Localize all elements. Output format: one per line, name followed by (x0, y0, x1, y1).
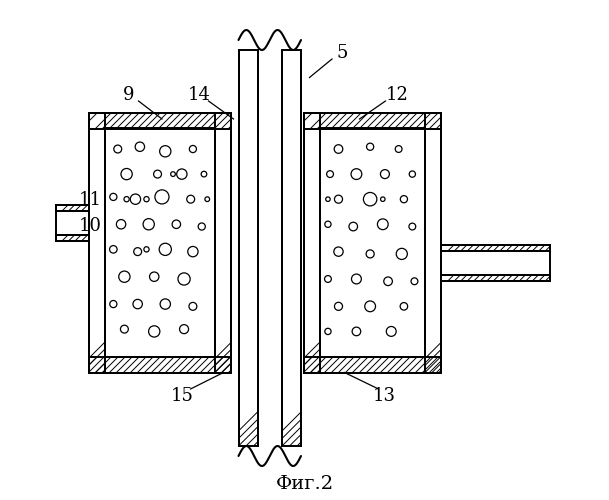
Circle shape (133, 300, 143, 309)
Circle shape (110, 300, 117, 308)
Circle shape (189, 302, 197, 310)
Circle shape (116, 220, 126, 229)
Circle shape (144, 246, 149, 252)
Circle shape (171, 172, 175, 176)
Circle shape (400, 302, 407, 310)
Circle shape (124, 196, 129, 202)
Circle shape (325, 221, 331, 228)
Bar (88, 112, 105, 372)
Circle shape (134, 248, 142, 256)
Circle shape (187, 195, 195, 203)
Circle shape (188, 246, 198, 257)
Bar (441, 246, 549, 252)
Circle shape (409, 223, 416, 230)
Circle shape (325, 328, 331, 334)
Circle shape (367, 143, 374, 150)
Circle shape (351, 274, 361, 284)
Circle shape (381, 170, 389, 178)
Circle shape (325, 276, 331, 282)
Polygon shape (441, 252, 549, 276)
Bar (303, 356, 441, 372)
Circle shape (198, 223, 205, 230)
Circle shape (121, 168, 132, 179)
Circle shape (159, 243, 171, 256)
Polygon shape (55, 205, 96, 241)
Circle shape (201, 172, 207, 177)
Circle shape (334, 247, 343, 256)
Text: 12: 12 (385, 86, 409, 104)
Text: 10: 10 (79, 217, 102, 235)
Circle shape (334, 144, 343, 154)
Circle shape (395, 146, 402, 152)
Circle shape (411, 278, 418, 284)
Circle shape (409, 171, 415, 177)
Bar (303, 112, 320, 372)
Circle shape (378, 219, 388, 230)
Circle shape (326, 197, 330, 202)
Circle shape (172, 220, 180, 228)
Bar (320, 128, 425, 356)
Circle shape (352, 327, 361, 336)
Text: 15: 15 (171, 387, 194, 405)
Polygon shape (55, 211, 88, 235)
Circle shape (364, 192, 377, 206)
Circle shape (178, 273, 190, 285)
Circle shape (189, 146, 197, 152)
Text: 14: 14 (188, 86, 211, 104)
Circle shape (381, 197, 385, 202)
Circle shape (143, 218, 154, 230)
Circle shape (119, 271, 130, 282)
Circle shape (160, 299, 171, 309)
Circle shape (326, 170, 334, 177)
Text: 9: 9 (123, 86, 134, 104)
Bar (303, 112, 441, 128)
Circle shape (130, 194, 141, 204)
Circle shape (386, 326, 396, 336)
Circle shape (180, 324, 189, 334)
Circle shape (205, 197, 209, 202)
Circle shape (150, 272, 159, 281)
Circle shape (135, 142, 144, 152)
Bar (239, 50, 258, 446)
Circle shape (400, 196, 407, 203)
Circle shape (396, 248, 407, 260)
Bar (88, 112, 231, 128)
Circle shape (155, 190, 169, 204)
Circle shape (177, 169, 187, 179)
Circle shape (110, 246, 117, 253)
Circle shape (153, 170, 161, 178)
Bar (88, 356, 231, 372)
Bar (215, 112, 231, 372)
Circle shape (365, 301, 376, 312)
Bar (55, 205, 88, 211)
Bar (55, 235, 88, 241)
Text: 13: 13 (373, 387, 396, 405)
Bar (282, 50, 301, 446)
Bar (425, 112, 441, 372)
Circle shape (334, 195, 342, 203)
Circle shape (160, 146, 171, 157)
Bar (441, 276, 549, 281)
Circle shape (351, 168, 362, 179)
Text: Фиг.2: Фиг.2 (275, 475, 334, 493)
Circle shape (110, 194, 117, 200)
Circle shape (149, 326, 160, 337)
Polygon shape (433, 246, 549, 282)
Text: 5: 5 (336, 44, 348, 62)
Circle shape (144, 196, 149, 202)
Circle shape (121, 325, 128, 333)
Circle shape (349, 222, 357, 231)
Bar (105, 128, 215, 356)
Circle shape (114, 145, 122, 153)
Text: 11: 11 (79, 191, 102, 209)
Circle shape (334, 302, 342, 310)
Circle shape (366, 250, 374, 258)
Polygon shape (258, 50, 282, 446)
Circle shape (384, 277, 392, 285)
